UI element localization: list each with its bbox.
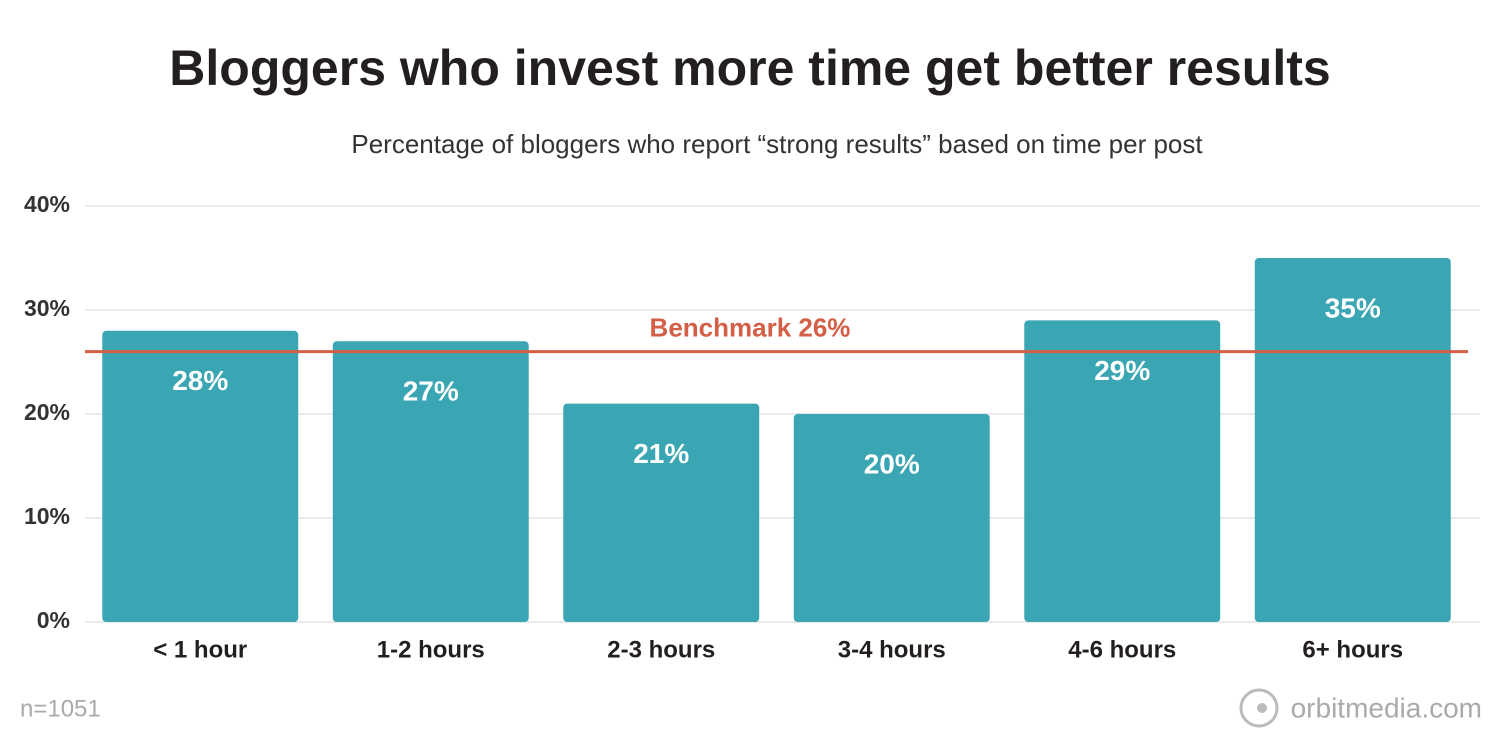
chart-subtitle: Percentage of bloggers who report “stron… [351,129,1203,159]
x-tick-label: 6+ hours [1302,636,1403,663]
bar [1254,258,1451,622]
bar [332,341,529,622]
x-tick-label: < 1 hour [153,636,247,663]
y-tick-label: 40% [24,191,70,217]
logo-dot [1257,703,1267,713]
bar [563,403,760,622]
y-tick-label: 20% [24,399,70,425]
benchmark-label: Benchmark 26% [650,312,851,342]
value-label: 27% [403,376,459,407]
x-tick-label: 3-4 hours [838,636,946,663]
bar [793,414,990,622]
value-label: 21% [633,438,689,469]
bar [102,330,299,622]
bar [1024,320,1221,622]
y-tick-label: 0% [37,607,70,633]
logo-ring [1239,688,1279,728]
x-tick-label: 1-2 hours [377,636,485,663]
y-tick-label: 10% [24,503,70,529]
value-label: 20% [864,448,920,479]
value-label: 29% [1094,355,1150,386]
value-label: 35% [1325,292,1381,323]
logo [1239,688,1279,728]
chart-title: Bloggers who invest more time get better… [169,40,1330,96]
x-tick-label: 4-6 hours [1068,636,1176,663]
sample-note: n=1051 [20,695,101,722]
value-label: 28% [172,365,228,396]
source-label: orbitmedia.com [1291,692,1482,723]
y-tick-label: 30% [24,295,70,321]
x-tick-label: 2-3 hours [607,636,715,663]
